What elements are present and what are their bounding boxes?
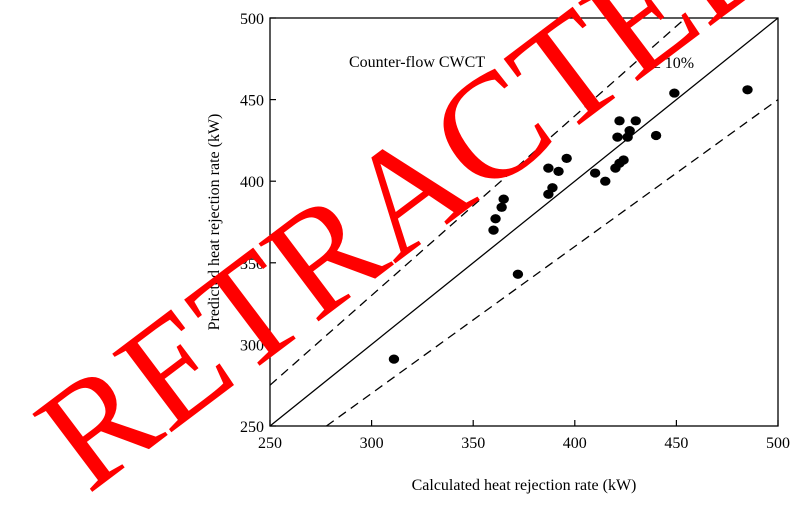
annotation-band: ± 10%	[652, 55, 694, 72]
data-point-23	[742, 85, 753, 95]
data-point-2	[490, 214, 501, 224]
data-point-14	[612, 132, 623, 142]
plot-border	[269, 17, 779, 427]
x-tick-label-0: 250	[258, 435, 282, 452]
reference-lines	[269, 17, 779, 427]
data-point-11	[589, 168, 601, 178]
data-point-10	[561, 153, 572, 163]
axis-ticks: 250 300 350 400 450 500 250 300 350 400 450 500	[240, 11, 790, 452]
tolerance-line-1	[269, 17, 687, 386]
y-tick-label-2: 350	[240, 256, 264, 273]
parity-line	[269, 17, 779, 427]
y-tick-label-4: 450	[240, 93, 264, 110]
y-tick-label-0: 250	[240, 419, 264, 436]
y-tick-label-5: 500	[240, 11, 264, 28]
data-point-0	[388, 354, 400, 364]
data-point-12	[600, 176, 611, 186]
data-point-19	[624, 126, 635, 136]
data-point-17	[618, 155, 629, 165]
data-point-20	[630, 116, 641, 126]
y-tick-label-3: 400	[240, 174, 264, 191]
x-axis-label: Calculated heat rejection rate (kW)	[412, 477, 637, 494]
data-point-3	[496, 202, 507, 212]
plot-frame	[269, 17, 779, 427]
data-point-22	[669, 88, 680, 98]
y-axis-label: Predicted heat rejection rate (kW)	[206, 114, 223, 331]
watermark-text: RETRACTED	[8, 0, 790, 507]
data-point-1	[488, 225, 499, 235]
data-point-5	[512, 269, 524, 279]
x-tick-label-1: 300	[360, 435, 384, 452]
x-tick-label-5: 500	[766, 435, 790, 452]
data-points	[388, 85, 753, 364]
data-point-7	[543, 163, 554, 173]
data-point-15	[614, 116, 625, 126]
annotation-label: Counter-flow CWCT	[349, 54, 485, 71]
data-point-4	[498, 194, 509, 204]
x-tick-label-4: 450	[664, 435, 688, 452]
y-tick-label-1: 300	[240, 337, 264, 354]
data-point-8	[547, 183, 558, 193]
x-tick-label-2: 350	[461, 435, 485, 452]
x-tick-label-3: 400	[563, 435, 587, 452]
data-point-9	[553, 166, 564, 177]
tolerance-line-2	[326, 99, 779, 427]
data-point-21	[650, 130, 662, 141]
